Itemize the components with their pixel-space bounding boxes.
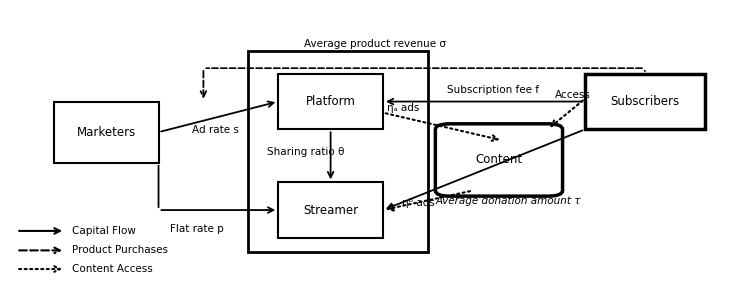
- Text: Average product revenue σ: Average product revenue σ: [304, 39, 447, 49]
- Text: Sharing ratio θ: Sharing ratio θ: [267, 147, 345, 157]
- Text: Content Access: Content Access: [72, 264, 153, 274]
- Text: Subscribers: Subscribers: [611, 95, 680, 108]
- FancyBboxPatch shape: [436, 124, 562, 196]
- Text: Platform: Platform: [306, 95, 355, 108]
- FancyBboxPatch shape: [54, 101, 158, 163]
- Text: Ad rate s: Ad rate s: [192, 125, 239, 135]
- Text: Streamer: Streamer: [303, 203, 358, 217]
- Text: Marketers: Marketers: [77, 126, 136, 139]
- Text: Flat rate p: Flat rate p: [170, 224, 224, 234]
- FancyBboxPatch shape: [278, 74, 383, 129]
- Text: ηᴮ ads: ηᴮ ads: [402, 198, 435, 208]
- Text: Content: Content: [475, 153, 523, 166]
- Text: Product Purchases: Product Purchases: [72, 245, 168, 255]
- Text: Subscription fee f: Subscription fee f: [447, 85, 538, 95]
- Text: ηₐ ads: ηₐ ads: [387, 103, 419, 113]
- FancyBboxPatch shape: [585, 74, 704, 129]
- Text: Capital Flow: Capital Flow: [72, 226, 137, 236]
- FancyBboxPatch shape: [278, 182, 383, 238]
- Text: Access: Access: [555, 90, 591, 100]
- Text: Average donation amount τ: Average donation amount τ: [436, 196, 581, 206]
